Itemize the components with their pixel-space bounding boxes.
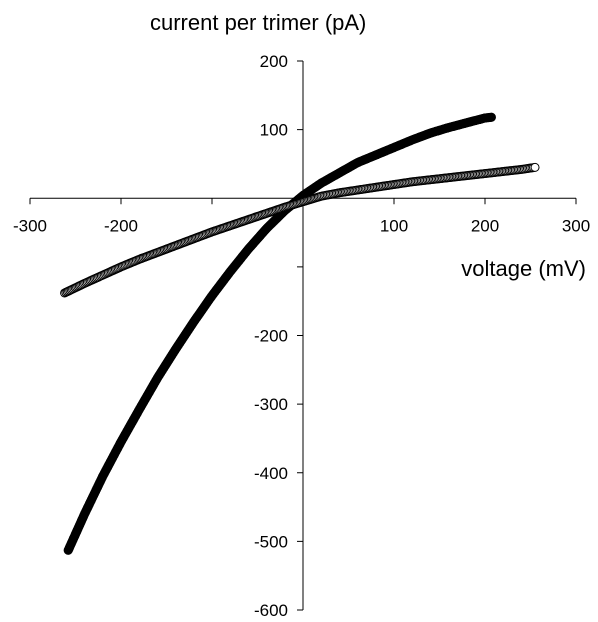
y-tick-label: -400	[254, 464, 288, 483]
y-tick-label: -300	[254, 395, 288, 414]
data-point	[530, 162, 540, 172]
y-tick-label: -200	[254, 327, 288, 346]
y-tick-label: 100	[260, 121, 288, 140]
y-axis-title: current per trimer (pA)	[150, 10, 366, 35]
x-tick-label: 100	[380, 216, 408, 235]
x-tick-label: 300	[562, 216, 590, 235]
x-tick-label: -300	[13, 216, 47, 235]
x-axis-title: voltage (mV)	[461, 256, 586, 281]
series-layer	[60, 112, 540, 555]
y-tick-label: -500	[254, 532, 288, 551]
y-ticks: 200 100 -200 -300 -400 -500 -600	[254, 52, 303, 620]
x-ticks: -300 -200 100 200 300	[13, 198, 590, 235]
y-tick-label: -600	[254, 601, 288, 620]
x-tick-label: 200	[471, 216, 499, 235]
x-tick-label: -200	[104, 216, 138, 235]
data-point	[486, 112, 496, 122]
series-filled-circles	[63, 112, 496, 555]
series-open-circles	[60, 162, 540, 298]
y-tick-label: 200	[260, 52, 288, 71]
